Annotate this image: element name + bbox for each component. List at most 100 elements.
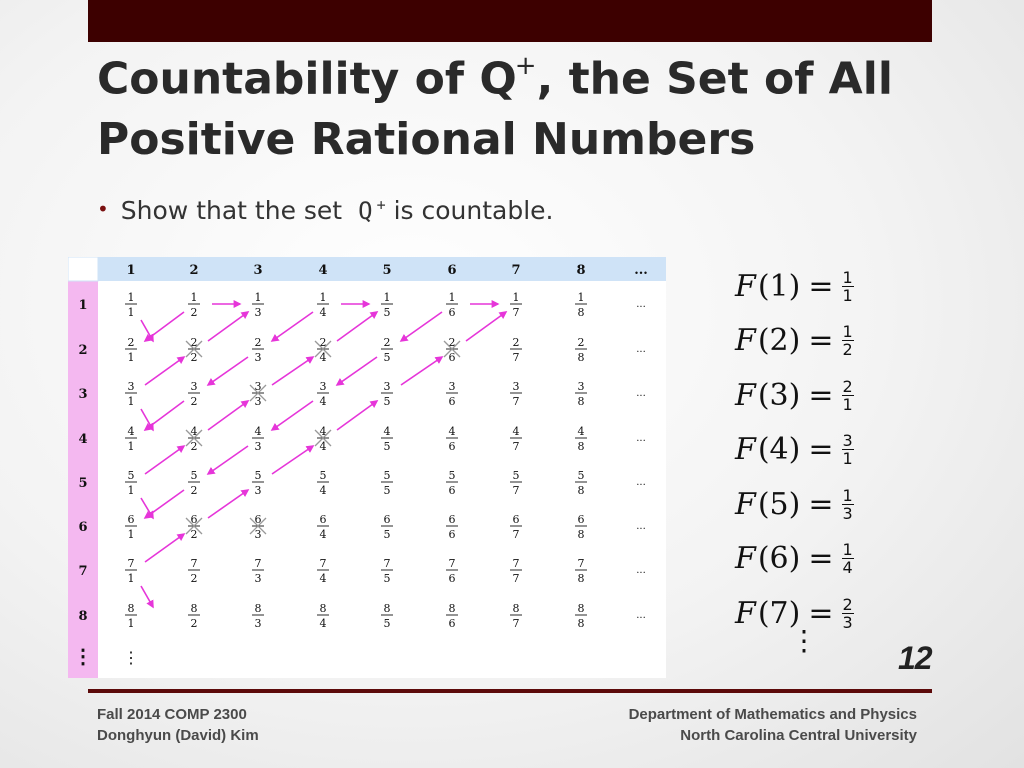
cell-numerator: 3 <box>449 380 456 393</box>
cell-numerator: 1 <box>449 291 456 304</box>
cell-denominator: 6 <box>449 572 456 585</box>
fraction-denominator: 1 <box>842 285 853 305</box>
row-ellipsis: ... <box>636 610 646 621</box>
cell-denominator: 6 <box>449 484 456 497</box>
traversal-arrow <box>271 356 315 386</box>
cell-numerator: 6 <box>513 513 520 526</box>
cell-denominator: 2 <box>191 351 198 364</box>
fraction-denominator: 1 <box>842 394 853 414</box>
cross-out-mark <box>314 340 332 358</box>
column-header: 7 <box>511 263 520 278</box>
row-header: 8 <box>78 609 87 624</box>
cell-numerator: 7 <box>255 557 262 570</box>
mapping-function: F <box>735 268 756 304</box>
cell-denominator: 6 <box>449 528 456 541</box>
cell-denominator: 7 <box>513 440 520 453</box>
row-ellipsis: ... <box>636 565 646 576</box>
cell-numerator: 4 <box>578 425 585 438</box>
cell-denominator: 1 <box>128 395 135 408</box>
cell-numerator: 8 <box>578 602 585 615</box>
cell-denominator: 4 <box>320 351 327 364</box>
cell-denominator: 5 <box>384 306 391 319</box>
cell-numerator: 4 <box>449 425 456 438</box>
mapping-arg: (7) <box>757 595 801 631</box>
cell-numerator: 4 <box>320 425 327 438</box>
cell-denominator: 1 <box>128 484 135 497</box>
cell-numerator: 6 <box>128 513 135 526</box>
footer-right: Department of Mathematics and Physics No… <box>629 704 917 746</box>
grid-corner <box>68 257 99 282</box>
cell-numerator: 4 <box>255 425 262 438</box>
cell-numerator: 8 <box>384 602 391 615</box>
mapping-function: F <box>735 323 756 359</box>
cell-denominator: 2 <box>191 306 198 319</box>
cell-denominator: 3 <box>255 617 262 630</box>
cell-denominator: 3 <box>255 395 262 408</box>
mapping-function: F <box>735 432 756 468</box>
cell-numerator: 1 <box>384 291 391 304</box>
set-symbol: Q + <box>358 196 386 225</box>
cell-denominator: 8 <box>578 306 585 319</box>
mapping-arg: (6) <box>757 541 801 577</box>
cell-denominator: 6 <box>449 617 456 630</box>
cell-denominator: 3 <box>255 306 262 319</box>
cell-denominator: 2 <box>191 572 198 585</box>
cell-denominator: 8 <box>578 440 585 453</box>
mapping-function: F <box>735 541 756 577</box>
traversal-arrow <box>270 311 314 342</box>
cell-denominator: 4 <box>320 617 327 630</box>
traversal-arrow <box>206 445 249 475</box>
mapping-n: 4 <box>769 432 789 468</box>
cell-denominator: 7 <box>513 572 520 585</box>
mapping-equals: = <box>808 323 834 359</box>
column-header: 2 <box>189 263 198 278</box>
cross-out-mark <box>185 340 203 358</box>
cell-denominator: 7 <box>513 351 520 364</box>
mapping-equals: = <box>808 595 834 631</box>
set-symbol-sup: + <box>376 196 386 214</box>
cell-numerator: 5 <box>255 469 262 482</box>
cell-denominator: 6 <box>449 306 456 319</box>
cell-numerator: 8 <box>449 602 456 615</box>
column-header-bar <box>68 257 666 281</box>
mapping-row: F (4) = 3 1 <box>735 423 895 478</box>
cell-numerator: 4 <box>128 425 135 438</box>
mapping-equals: = <box>808 377 834 413</box>
cell-numerator: 2 <box>384 336 391 349</box>
mapping-arg: (5) <box>757 486 801 522</box>
cell-numerator: 7 <box>578 557 585 570</box>
mapping-function: F <box>735 595 756 631</box>
mapping-row: F (7) = 2 3 <box>735 586 895 641</box>
row-header: 1 <box>78 298 87 313</box>
fraction-numerator: 2 <box>841 376 854 396</box>
mapping-row: F (2) = 1 2 <box>735 314 895 369</box>
bullet-point: • Show that the set Q + is countable. <box>97 196 554 225</box>
cell-numerator: 3 <box>384 380 391 393</box>
cell-numerator: 1 <box>578 291 585 304</box>
footer-course: Fall 2014 COMP 2300 <box>97 706 247 723</box>
traversal-arrow <box>140 319 154 343</box>
mapping-n: 3 <box>769 377 789 413</box>
cell-numerator: 3 <box>191 380 198 393</box>
footer-author: Donghyun (David) Kim <box>97 727 259 744</box>
cell-denominator: 2 <box>191 440 198 453</box>
cell-denominator: 4 <box>320 528 327 541</box>
cell-denominator: 5 <box>384 528 391 541</box>
rational-grid: 1 2 3 4 5 6 7 8... 1 2 3 4 5 6 7 8 ⋮ 1 1 1 2 1 3 1 4 1 5 1 6 1 7 1 8... 2… <box>68 257 666 678</box>
fraction-denominator: 1 <box>842 449 853 469</box>
cell-numerator: 2 <box>513 336 520 349</box>
traversal-arrow <box>335 356 378 386</box>
bullet-text-start: Show that the set <box>120 196 343 225</box>
cell-numerator: 5 <box>191 469 198 482</box>
cell-denominator: 8 <box>578 528 585 541</box>
cell-numerator: 6 <box>578 513 585 526</box>
mapping-function: F <box>735 486 756 522</box>
traversal-arrow <box>271 445 315 475</box>
cell-numerator: 6 <box>384 513 391 526</box>
mapping-n: 2 <box>769 323 789 359</box>
cell-numerator: 7 <box>449 557 456 570</box>
cell-numerator: 7 <box>128 557 135 570</box>
cell-denominator: 8 <box>578 395 585 408</box>
